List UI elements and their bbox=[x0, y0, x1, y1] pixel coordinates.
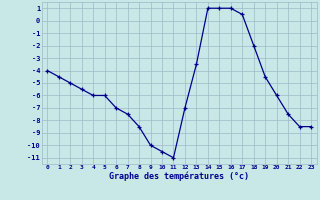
X-axis label: Graphe des températures (°c): Graphe des températures (°c) bbox=[109, 172, 249, 181]
